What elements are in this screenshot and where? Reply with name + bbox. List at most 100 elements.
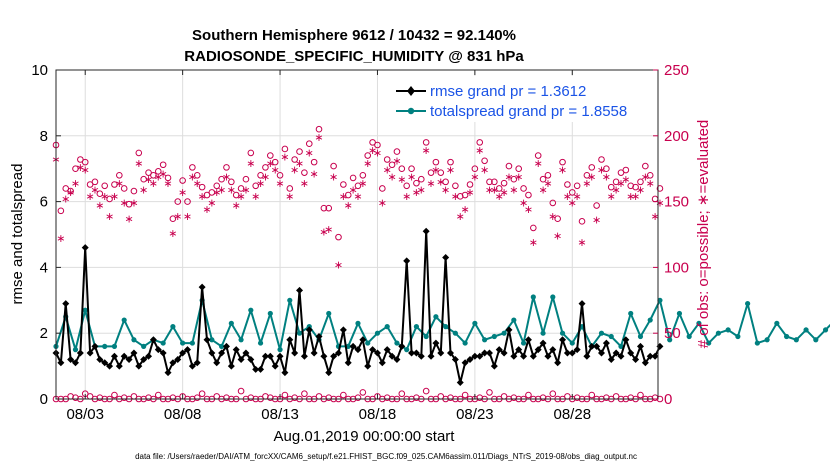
possible-obs-point — [476, 139, 484, 146]
evaluated-obs-point: ∗ — [314, 132, 323, 144]
possible-obs-point-low — [588, 391, 596, 399]
rmse-point — [461, 359, 469, 367]
possible-obs-point — [116, 171, 123, 179]
possible-obs-point — [359, 171, 367, 179]
totalspread-point — [530, 294, 536, 300]
evaluated-obs-point: ∗ — [387, 171, 396, 183]
rmse-point — [388, 352, 396, 360]
evaluated-obs-point: ∗ — [538, 184, 547, 196]
rmse-point — [563, 349, 571, 357]
rmse-point — [559, 336, 567, 344]
rmse-point — [588, 342, 596, 350]
rmse-point — [120, 352, 128, 360]
totalspread-point — [170, 324, 176, 330]
evaluated-obs-point: ∗ — [548, 211, 557, 223]
plot-frame — [55, 69, 659, 400]
evaluated-obs-point: ∗ — [461, 204, 470, 216]
rmse-point — [315, 332, 323, 340]
rmse-point — [510, 352, 518, 360]
rmse-point — [276, 352, 284, 360]
possible-obs-point — [413, 179, 420, 187]
rmse-point — [369, 346, 377, 354]
evaluated-obs-point: ∗ — [577, 237, 586, 249]
totalspread-point — [793, 337, 799, 343]
evaluated-obs-point: ∗ — [626, 191, 635, 203]
possible-obs-point — [530, 224, 537, 232]
totalspread-point — [598, 330, 605, 336]
possible-obs-point — [335, 233, 342, 241]
rmse-point — [188, 362, 196, 370]
y-right-tick-label: 100 — [664, 259, 689, 276]
rmse-point — [257, 365, 265, 373]
possible-obs-point — [271, 158, 279, 166]
rmse-point — [67, 356, 75, 364]
evaluated-obs-point: ∗ — [202, 204, 211, 216]
totalspread-point — [277, 347, 283, 353]
possible-obs-point — [559, 158, 566, 166]
rmse-point — [529, 352, 537, 360]
possible-obs-point — [388, 161, 396, 169]
possible-obs-point — [81, 158, 89, 166]
evaluated-obs-point: ∗ — [76, 162, 85, 174]
evaluated-obs-point: ∗ — [348, 184, 357, 196]
totalspread-point — [754, 340, 760, 346]
possible-obs-point-low — [461, 391, 469, 399]
possible-obs-point — [505, 162, 513, 170]
rmse-point — [476, 352, 484, 360]
possible-obs-point — [57, 207, 65, 215]
rmse-point — [485, 349, 493, 357]
rmse-point — [520, 352, 528, 360]
rmse-point — [651, 352, 659, 360]
rmse-point — [383, 346, 391, 354]
rmse-point — [622, 336, 630, 344]
evaluated-obs-point: ∗ — [212, 187, 221, 199]
possible-obs-point — [622, 166, 630, 174]
evaluated-obs-point: ∗ — [207, 198, 216, 210]
possible-obs-point — [383, 156, 391, 163]
legend-rmse-label: rmse grand pr = 1.3612 — [430, 83, 586, 100]
totalspread-point — [540, 330, 546, 336]
possible-obs-point — [247, 149, 255, 157]
evaluated-obs-point: ∗ — [300, 178, 309, 190]
possible-obs-point — [447, 158, 454, 166]
rmse-point — [140, 356, 148, 364]
evaluated-obs-point: ∗ — [222, 171, 231, 183]
y-right-tick-label: 200 — [664, 128, 689, 145]
rmse-point — [408, 349, 416, 357]
rmse-point — [110, 352, 118, 360]
evaluated-obs-point: ∗ — [339, 191, 348, 203]
evaluated-obs-point: ∗ — [285, 191, 294, 203]
evaluated-obs-point: ∗ — [509, 184, 518, 196]
possible-obs-point — [612, 178, 620, 186]
totalspread-point — [111, 343, 118, 349]
totalspread-point — [676, 310, 683, 317]
possible-obs-point — [549, 199, 557, 207]
possible-obs-point — [320, 204, 328, 212]
evaluated-obs-point: ∗ — [451, 191, 460, 203]
totalspread-point — [745, 300, 751, 307]
rmse-point — [242, 349, 250, 357]
evaluated-obs-point: ∗ — [61, 194, 70, 206]
evaluated-obs-point: ∗ — [159, 169, 168, 181]
possible-obs-point — [232, 191, 240, 199]
evaluated-obs-point: ∗ — [353, 191, 362, 203]
rmse-point — [500, 349, 508, 357]
rmse-point — [471, 352, 479, 360]
rmse-point — [296, 286, 304, 294]
evaluated-obs-point: ∗ — [616, 178, 625, 190]
evaluated-obs-point: ∗ — [95, 200, 104, 212]
rmse-point — [534, 346, 542, 354]
evaluated-obs-point: ∗ — [183, 211, 192, 223]
rmse-point — [393, 356, 401, 364]
totalspread-point — [550, 294, 556, 300]
rmse-point — [636, 342, 644, 350]
evaluated-obs-point: ∗ — [392, 155, 401, 167]
evaluated-obs-point: ∗ — [129, 198, 138, 210]
possible-obs-point — [198, 183, 206, 191]
evaluated-obs-point: ∗ — [193, 178, 202, 190]
possible-obs-point — [179, 177, 186, 184]
rmse-point — [627, 349, 635, 357]
totalspread-point — [452, 330, 458, 336]
possible-obs-point — [374, 141, 381, 149]
